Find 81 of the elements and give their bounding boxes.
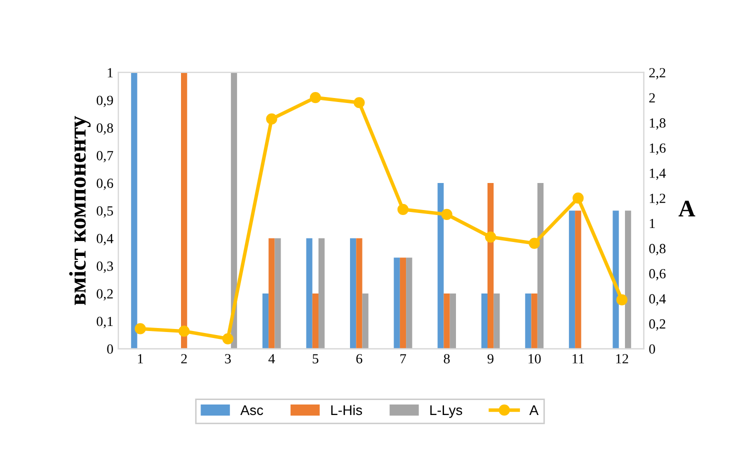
x-tick-label: 10 — [528, 354, 541, 364]
y-tick-label: 0 — [107, 344, 114, 354]
point — [397, 204, 409, 215]
y2-tick-label: 1 — [650, 218, 655, 228]
y2-tick-label: 0,6 — [649, 269, 666, 280]
bar — [494, 294, 500, 349]
x-tick-label: 12 — [616, 354, 628, 364]
bar — [262, 294, 269, 349]
bar — [481, 294, 488, 349]
y-tick-label: 0,2 — [96, 289, 113, 300]
y-tick-label: 0,6 — [96, 178, 114, 190]
y2-tick-label: 1,2 — [650, 194, 666, 206]
y2-tick-label: 1,6 — [650, 143, 666, 155]
x-tick-label: 5 — [312, 354, 318, 364]
x-tick-label: 11 — [572, 354, 584, 364]
y2-tick-label: 0,2 — [649, 319, 666, 331]
y2-tick-label: 2,2 — [649, 68, 666, 80]
bar — [575, 210, 582, 349]
y-tick-label: 0,5 — [96, 206, 113, 218]
y-axis-title: вміст компоненту — [69, 116, 91, 305]
x-tick-label: 7 — [400, 354, 406, 364]
point — [485, 231, 496, 243]
bar — [406, 258, 412, 349]
legend-label: L-His — [331, 404, 362, 416]
x-tick-label: 2 — [181, 354, 187, 364]
y-tick-label: 0,3 — [96, 261, 113, 273]
bar — [268, 238, 275, 349]
y2-tick-label: 1,8 — [650, 118, 666, 130]
bar — [318, 238, 325, 349]
point — [310, 92, 321, 104]
y-tick-label: 0,1 — [96, 316, 113, 328]
y-tick-label: 0,9 — [96, 96, 113, 108]
point — [266, 113, 278, 125]
bar — [312, 294, 318, 349]
y2-tick-label: 0 — [649, 344, 656, 354]
bar — [450, 294, 456, 349]
point — [441, 208, 452, 220]
bar — [525, 294, 532, 349]
x-tick-label: 9 — [488, 354, 494, 364]
y-tick-label: 0,4 — [96, 234, 114, 246]
x-tick-label: 6 — [356, 354, 362, 364]
bar — [612, 210, 619, 349]
point — [572, 192, 584, 204]
bar — [306, 238, 312, 349]
bar — [394, 258, 400, 349]
y2-tick-label: 2 — [649, 93, 655, 102]
bar — [531, 294, 538, 349]
bar — [230, 72, 238, 349]
point — [222, 333, 234, 344]
y-tick-label: 0,7 — [96, 150, 114, 162]
y2-tick-label: 0,4 — [649, 294, 666, 306]
bar — [350, 238, 356, 349]
point — [178, 326, 190, 337]
bar — [131, 72, 138, 349]
y-tick-label: 0,8 — [96, 123, 114, 135]
bar — [400, 258, 406, 349]
legend-label: A — [529, 405, 539, 415]
x-tick-label: 1 — [138, 354, 143, 364]
point — [616, 294, 628, 306]
bar — [487, 183, 494, 349]
bar — [624, 210, 632, 349]
bar — [362, 294, 368, 349]
bar — [356, 238, 362, 349]
y2-axis-title: A — [678, 200, 696, 216]
x-tick-label: 8 — [444, 354, 450, 364]
x-tick-label: 3 — [225, 354, 231, 364]
bar — [438, 183, 444, 349]
bar — [568, 210, 576, 349]
bar — [181, 72, 188, 349]
bar — [274, 238, 281, 349]
point — [134, 323, 146, 334]
bar — [537, 183, 544, 349]
x-tick-label: 4 — [268, 354, 275, 364]
bar — [444, 294, 450, 349]
y2-tick-label: 1,4 — [650, 168, 666, 180]
y2-tick-label: 0,8 — [649, 244, 666, 256]
legend-label: Asc — [240, 405, 264, 416]
point — [354, 97, 365, 108]
legend-label: L-Lys — [430, 405, 462, 418]
y-tick-label: 1 — [108, 68, 113, 78]
point — [528, 238, 540, 249]
